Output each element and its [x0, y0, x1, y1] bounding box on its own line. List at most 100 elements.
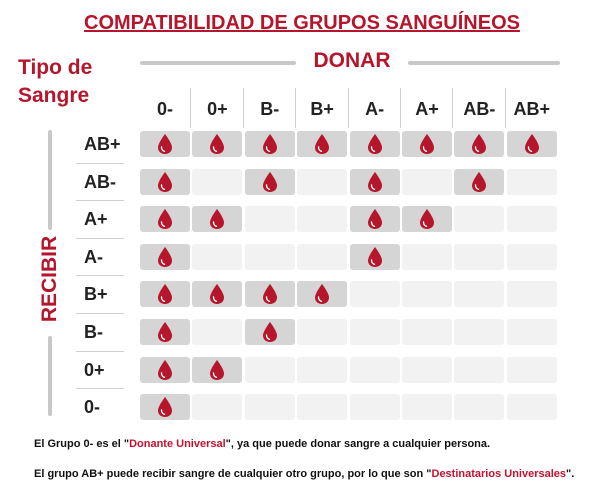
donor-header-divider — [400, 88, 401, 128]
recipient-header-divider — [76, 162, 124, 164]
recipient-header: 0+ — [84, 359, 105, 380]
donor-header: AB+ — [513, 98, 551, 119]
recipient-header: B+ — [84, 284, 108, 305]
recipient-header: A- — [84, 246, 103, 267]
receive-axis-label-text: RECIBIR — [38, 235, 61, 323]
compatible-cell — [140, 319, 190, 345]
receive-axis-label: RECIBIR — [28, 234, 72, 324]
blood-drop-icon — [262, 171, 277, 192]
blood-drop-icon — [420, 134, 434, 154]
donor-header: A- — [365, 98, 385, 119]
blood-drop-icon — [210, 209, 225, 230]
recipient-header: 0- — [84, 397, 101, 418]
blood-type-label-line2: Sangre — [18, 84, 90, 107]
recipient-header-divider — [76, 350, 124, 352]
compatible-cell — [140, 131, 190, 157]
incompatible-cell — [297, 356, 348, 383]
incompatible-cell — [244, 394, 295, 421]
compatible-cell — [349, 206, 400, 233]
incompatible-cell — [402, 356, 452, 383]
blood-drop-icon — [210, 134, 225, 154]
blood-drop-icon — [210, 284, 225, 305]
recipient-header-divider — [76, 313, 124, 314]
donor-header: B- — [260, 98, 280, 119]
compatible-cell — [297, 131, 348, 157]
blood-drop-icon — [524, 134, 539, 154]
incompatible-cell — [349, 394, 400, 421]
incompatible-cell — [454, 319, 505, 345]
incompatible-cell — [454, 206, 505, 233]
blood-type-label: Tipo de Sangre — [18, 54, 92, 110]
incompatible-cell — [297, 168, 348, 195]
donor-header-divider — [190, 88, 192, 128]
incompatible-cell — [297, 206, 348, 233]
universal-recipient-note-post: ". — [566, 468, 575, 480]
incompatible-cell — [244, 206, 295, 233]
donate-axis-line-right — [408, 61, 560, 65]
donor-header-divider — [347, 88, 349, 128]
incompatible-cell — [192, 243, 243, 270]
recipient-header: AB- — [84, 171, 116, 192]
blood-drop-icon — [315, 284, 330, 305]
incompatible-cell — [192, 319, 243, 345]
incompatible-cell — [244, 356, 295, 383]
compatible-cell — [140, 168, 190, 195]
universal-donor-note-pre: El Grupo 0- es el " — [34, 438, 130, 450]
universal-recipient-note-pre: El grupo AB+ puede recibir sangre de cua… — [34, 468, 432, 480]
receive-axis-line-bottom — [48, 336, 52, 416]
recipient-header-divider — [76, 237, 124, 239]
incompatible-cell — [454, 394, 505, 421]
donor-header: 0+ — [207, 98, 228, 119]
donor-header-divider — [504, 88, 506, 128]
universal-recipient-note: El grupo AB+ puede recibir sangre de cua… — [34, 468, 574, 480]
incompatible-cell — [506, 206, 557, 233]
blood-drop-icon — [367, 134, 382, 154]
donor-header-divider — [242, 88, 244, 128]
incompatible-cell — [402, 243, 452, 270]
incompatible-cell — [349, 319, 400, 345]
compatible-cell — [349, 131, 400, 157]
incompatible-cell — [402, 281, 452, 308]
blood-drop-icon — [158, 171, 172, 192]
blood-drop-icon — [158, 246, 172, 267]
compatible-cell — [140, 243, 190, 270]
compatible-cell — [454, 131, 505, 157]
compatible-cell — [244, 319, 295, 345]
blood-drop-icon — [158, 322, 172, 342]
donor-header: B+ — [310, 98, 334, 119]
blood-drop-icon — [158, 397, 172, 418]
blood-drop-icon — [158, 359, 172, 380]
compatible-cell — [506, 131, 557, 157]
compatible-cell — [349, 168, 400, 195]
blood-drop-icon — [262, 322, 277, 342]
compatible-cell — [140, 356, 190, 383]
receive-axis-line-top — [48, 130, 52, 230]
page-title: COMPATIBILIDAD DE GRUPOS SANGUÍNEOS — [84, 12, 520, 34]
blood-drop-icon — [420, 209, 434, 230]
recipient-header-divider — [76, 200, 124, 202]
donor-header-divider — [452, 88, 454, 128]
donor-header: AB- — [463, 98, 496, 119]
incompatible-cell — [402, 168, 452, 195]
compatible-cell — [192, 206, 243, 233]
blood-drop-icon — [158, 209, 172, 230]
compatible-cell — [402, 131, 452, 157]
incompatible-cell — [244, 243, 295, 270]
compatible-cell — [244, 131, 295, 157]
blood-type-label-line1: Tipo de — [18, 56, 93, 79]
blood-drop-icon — [158, 284, 172, 305]
recipient-header-divider — [76, 388, 124, 390]
compatible-cell — [402, 206, 452, 233]
compatible-cell — [140, 394, 190, 421]
incompatible-cell — [454, 356, 505, 383]
universal-donor-note: El Grupo 0- es el "Donante Universal", y… — [34, 438, 490, 450]
recipient-header: A+ — [84, 209, 108, 230]
donor-header: A+ — [415, 98, 439, 119]
recipient-header: B- — [84, 322, 103, 342]
incompatible-cell — [192, 168, 243, 195]
incompatible-cell — [297, 243, 348, 270]
recipient-header: AB+ — [84, 134, 121, 154]
compatible-cell — [244, 168, 295, 195]
donate-axis-label: DONAR — [313, 49, 391, 72]
compatible-cell — [454, 168, 505, 195]
